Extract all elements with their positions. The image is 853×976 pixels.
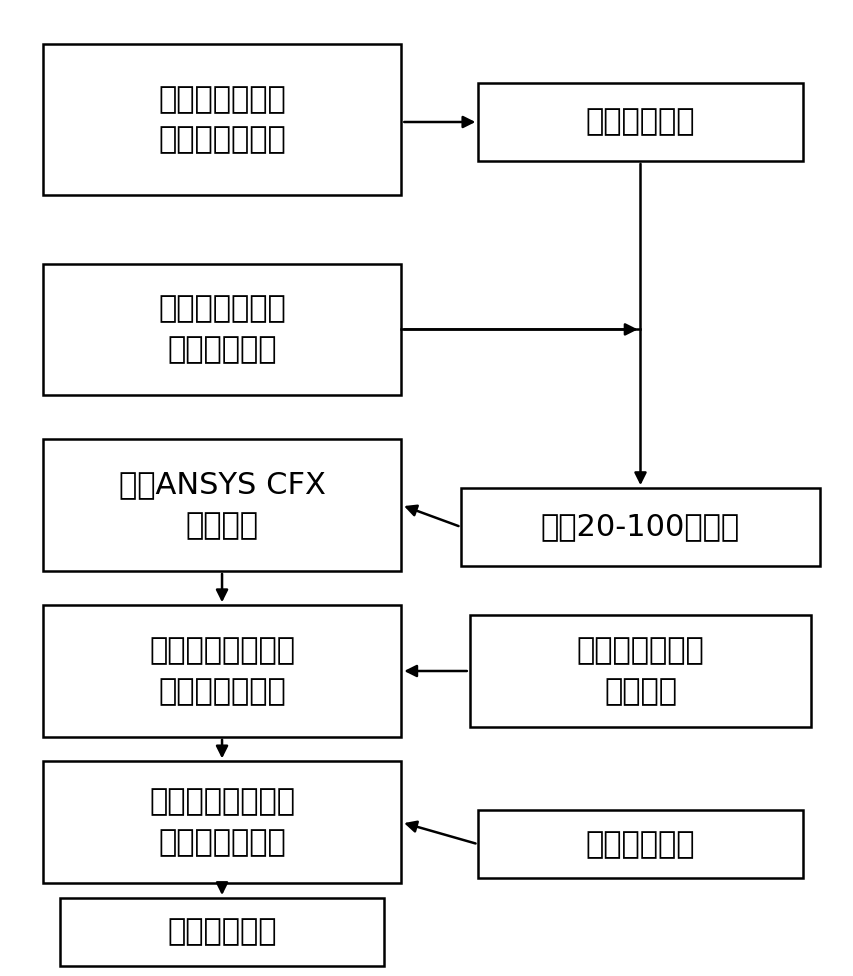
Text: 最优拉丁超立方
试验设计方法: 最优拉丁超立方 试验设计方法 <box>158 295 286 364</box>
FancyBboxPatch shape <box>469 615 810 727</box>
Text: 应用ANSYS CFX
数值模拟: 应用ANSYS CFX 数值模拟 <box>119 470 325 540</box>
Text: 在后处理中编写公
式、计算熵损失: 在后处理中编写公 式、计算熵损失 <box>149 636 294 706</box>
FancyBboxPatch shape <box>478 83 802 161</box>
Text: 建立设计参数与熵
损失的函数关系: 建立设计参数与熵 损失的函数关系 <box>149 788 294 857</box>
FancyBboxPatch shape <box>43 44 401 195</box>
FancyBboxPatch shape <box>60 898 384 966</box>
Text: 选取核电用环形
压水室设计参数: 选取核电用环形 压水室设计参数 <box>158 85 286 154</box>
Text: 梯度优化算法: 梯度优化算法 <box>585 830 694 859</box>
FancyBboxPatch shape <box>478 810 802 878</box>
Text: 建立20-100组方案: 建立20-100组方案 <box>540 512 740 542</box>
Text: 确定设计范围: 确定设计范围 <box>585 107 694 137</box>
FancyBboxPatch shape <box>43 439 401 571</box>
Text: 切比雪夫正交多
项式模型: 切比雪夫正交多 项式模型 <box>576 636 704 706</box>
Text: 优化设计参数: 优化设计参数 <box>167 917 276 947</box>
FancyBboxPatch shape <box>43 264 401 395</box>
FancyBboxPatch shape <box>43 761 401 883</box>
FancyBboxPatch shape <box>461 488 819 566</box>
FancyBboxPatch shape <box>43 605 401 737</box>
